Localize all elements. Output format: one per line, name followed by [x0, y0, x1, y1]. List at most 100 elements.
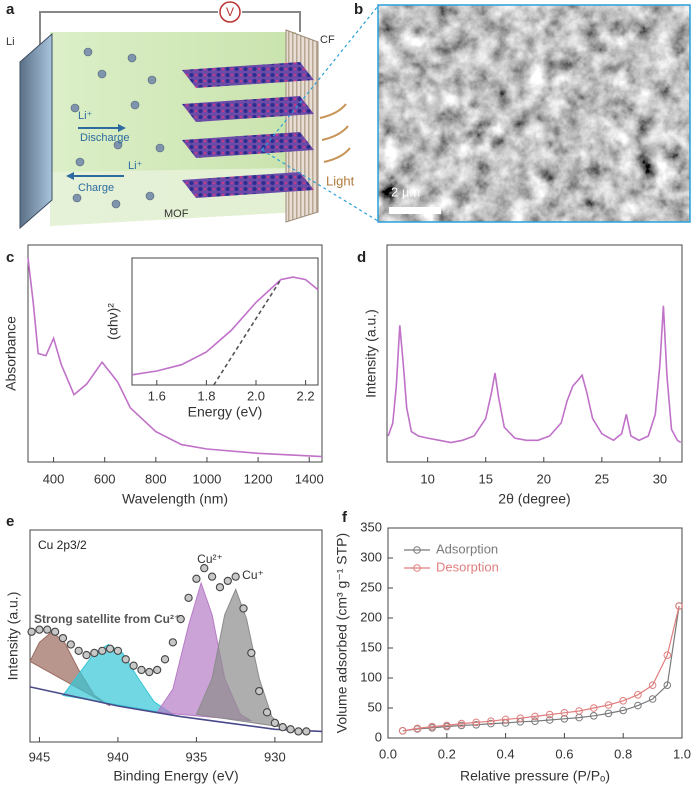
- x-tick-label: 2.2: [297, 388, 315, 403]
- mof-layer: [182, 172, 314, 198]
- data-point: [105, 644, 115, 653]
- ion: [72, 193, 82, 203]
- data-point: [207, 572, 217, 581]
- scale-bar: [389, 207, 441, 214]
- y-axis-label: Intensity (a.u.): [363, 309, 379, 398]
- x-tick-label: 945: [29, 749, 51, 764]
- y-tick-label: 50: [368, 699, 382, 714]
- x-tick-label: 2.0: [247, 388, 265, 403]
- data-point: [675, 602, 683, 610]
- x-tick-label: 1000: [192, 471, 221, 486]
- annotation: Cu²⁺: [197, 552, 223, 566]
- x-tick-label: 935: [186, 749, 208, 764]
- data-point: [531, 717, 539, 726]
- li-ions: [70, 47, 165, 209]
- data-point: [184, 593, 193, 602]
- data-point: [200, 564, 209, 573]
- x-tick-label: 10: [420, 471, 434, 486]
- ion: [75, 157, 85, 167]
- y-tick-label: 250: [360, 579, 382, 594]
- voltmeter: [219, 1, 241, 23]
- legend-marker: [413, 546, 421, 554]
- data-point: [545, 710, 554, 719]
- data-point: [472, 718, 481, 727]
- wire: [39, 11, 218, 48]
- cf-electrode: [285, 29, 319, 223]
- legend-marker: [413, 564, 421, 572]
- data-point: [634, 701, 642, 710]
- ion: [70, 103, 80, 113]
- data-point: [137, 665, 146, 675]
- data-point: [619, 706, 628, 715]
- data-point: [58, 633, 68, 643]
- ion: [83, 47, 93, 57]
- annotation: Strong satellite from Cu²⁺: [34, 612, 180, 626]
- data-point: [302, 727, 311, 736]
- x-axis-label: Energy (eV): [188, 404, 263, 420]
- x-tick-label: 0.0: [379, 746, 397, 761]
- data-point: [619, 697, 628, 705]
- label: Discharge: [80, 132, 130, 144]
- x-tick-label: 600: [94, 471, 116, 486]
- data-point: [487, 719, 495, 728]
- label: Li⁺: [78, 110, 93, 122]
- light-waves: [319, 103, 351, 163]
- data-point: [501, 715, 510, 724]
- data-point: [255, 686, 264, 696]
- data-point: [590, 712, 598, 720]
- series-line: [387, 305, 682, 444]
- data-point: [648, 695, 657, 703]
- data-point: [560, 715, 569, 723]
- plot-frame: [387, 527, 683, 739]
- data-point: [82, 650, 91, 660]
- x-tick-label: 0.4: [497, 746, 515, 761]
- x-tick-label: 0.2: [438, 746, 456, 761]
- data-point: [457, 719, 466, 728]
- label: Light: [326, 173, 355, 188]
- wave: [319, 103, 347, 119]
- series-line: [27, 257, 323, 458]
- panel-label: d: [357, 249, 366, 266]
- data-point: [648, 681, 657, 690]
- x-tick-label: 0.6: [555, 746, 573, 761]
- legend-label: Desorption: [436, 559, 499, 574]
- x-tick-label: 400: [43, 471, 65, 486]
- data-point: [428, 722, 436, 731]
- panel-label: a: [6, 1, 15, 18]
- data-point: [294, 727, 303, 736]
- data-point: [153, 665, 162, 675]
- y-axis-label: Absorbance: [3, 316, 19, 391]
- mof-layer: [182, 96, 314, 122]
- wire: [242, 11, 301, 32]
- data-point: [531, 712, 539, 721]
- x-tick-label: 1400: [295, 471, 324, 486]
- data-point: [270, 718, 280, 728]
- x-axis-label: 2θ (degree): [498, 491, 570, 507]
- arrowhead: [118, 124, 126, 132]
- zoom-line: [261, 5, 379, 151]
- wave: [321, 125, 349, 141]
- y-tick-label: 350: [360, 519, 382, 534]
- data-point: [472, 721, 481, 729]
- scale-label: 2 μm: [391, 184, 420, 199]
- data-point: [487, 717, 495, 726]
- y-tick-label: 0: [375, 729, 382, 744]
- data-point: [215, 583, 225, 592]
- y-tick-label: 100: [360, 669, 382, 684]
- data-point: [247, 648, 256, 658]
- data-point: [604, 709, 613, 718]
- mof-layer: [182, 62, 314, 88]
- ion: [130, 100, 140, 110]
- data-point: [278, 723, 287, 732]
- panel-label: f: [342, 509, 348, 526]
- ion: [97, 69, 107, 79]
- x-axis-label: Relative pressure (P/Pₒ): [460, 768, 610, 784]
- data-point: [35, 625, 44, 634]
- data-point: [66, 640, 75, 649]
- x-axis-label: Wavelength (nm): [122, 491, 228, 507]
- zoom-line: [261, 149, 379, 222]
- data-point: [590, 704, 598, 712]
- data-point: [443, 721, 451, 730]
- label: MOF: [164, 208, 189, 220]
- x-tick-label: 20: [537, 471, 551, 486]
